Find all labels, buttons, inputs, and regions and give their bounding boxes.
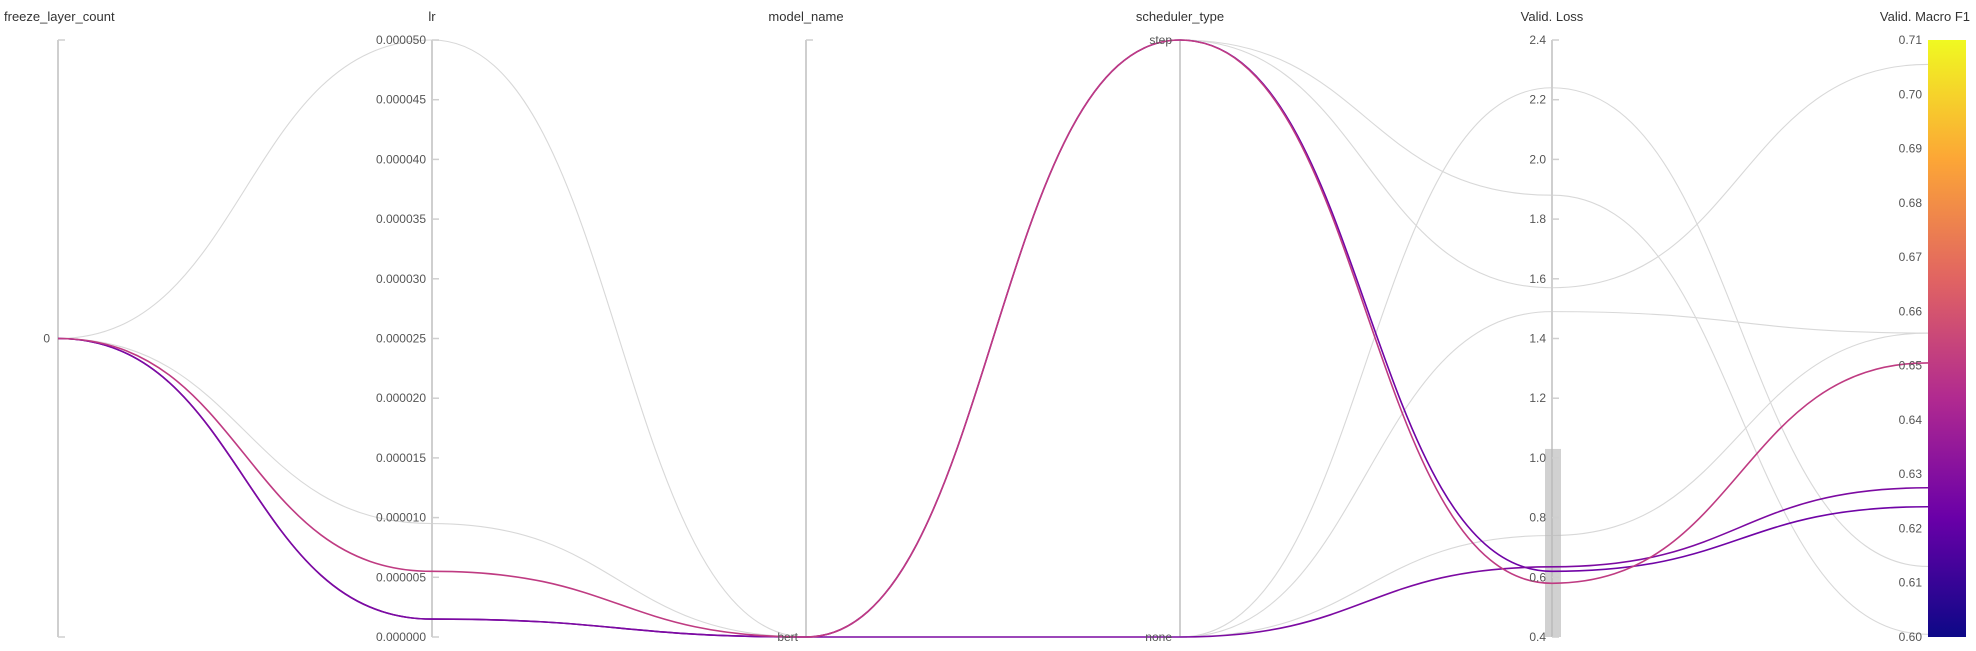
tick-label-valid-loss: 2.0 <box>1529 152 1546 166</box>
axis-title-scheduler-type: scheduler_type <box>1136 9 1224 24</box>
tick-label-valid-loss: 2.2 <box>1529 93 1546 107</box>
tick-label-lr: 0.000050 <box>376 33 426 47</box>
category-label-model-name: bert <box>777 630 798 644</box>
tick-label-valid-macro-f1: 0.66 <box>1899 304 1923 318</box>
axes-group <box>57 39 1966 638</box>
tick-label-valid-macro-f1: 0.68 <box>1899 196 1923 210</box>
tick-label-valid-loss: 2.4 <box>1529 33 1546 47</box>
category-label-scheduler-type: none <box>1145 630 1172 644</box>
run-line-faded[interactable] <box>57 311 1929 638</box>
tick-label-lr: 0.000040 <box>376 152 426 166</box>
run-line-highlighted[interactable] <box>57 337 1929 638</box>
tick-label-lr: 0.000025 <box>376 332 426 346</box>
tick-label-lr: 0.000015 <box>376 451 426 465</box>
tick-label-valid-macro-f1: 0.61 <box>1899 576 1923 590</box>
tick-label-lr: 0.000035 <box>376 212 426 226</box>
tick-label-lr: 0.000005 <box>376 570 426 584</box>
tick-label-valid-macro-f1: 0.69 <box>1899 142 1923 156</box>
tick-label-valid-loss: 0.6 <box>1529 570 1546 584</box>
axis-title-lr: lr <box>428 9 436 24</box>
tick-label-valid-loss: 1.4 <box>1529 332 1546 346</box>
tick-label-valid-macro-f1: 0.70 <box>1899 87 1923 101</box>
tick-label-valid-macro-f1: 0.67 <box>1899 250 1923 264</box>
tick-label-lr: 0.000045 <box>376 93 426 107</box>
valid-loss-brush-filter[interactable] <box>1545 448 1561 637</box>
category-label-scheduler-type: step <box>1149 33 1172 47</box>
run-line-faded[interactable] <box>57 332 1929 638</box>
axis-title-valid-loss: Valid. Loss <box>1521 9 1584 24</box>
tick-label-valid-macro-f1: 0.62 <box>1899 521 1923 535</box>
tick-label-valid-macro-f1: 0.64 <box>1899 413 1923 427</box>
tick-label-valid-loss: 1.2 <box>1529 391 1546 405</box>
highlighted-run-lines <box>57 39 1929 638</box>
tick-label-valid-loss: 1.6 <box>1529 272 1546 286</box>
tick-label-lr: 0.000000 <box>376 630 426 644</box>
tick-label-valid-macro-f1: 0.65 <box>1899 359 1923 373</box>
axis-title-valid-macro-f1: Valid. Macro F1 <box>1880 9 1970 24</box>
axis-labels-group: 0 freeze_layer_count 0.000000 0.000005 0.000… <box>4 9 1970 644</box>
axis-title-freeze-layer-count: freeze_layer_count <box>4 9 115 24</box>
tick-label-lr: 0.000020 <box>376 391 426 405</box>
macro-f1-colorbar <box>1928 40 1966 637</box>
tick-label-valid-macro-f1: 0.60 <box>1899 630 1923 644</box>
run-line-highlighted[interactable] <box>57 39 1929 638</box>
tick-label-valid-loss: 0.4 <box>1529 630 1546 644</box>
tick-label-valid-macro-f1: 0.63 <box>1899 467 1923 481</box>
category-label-freeze-layer-count: 0 <box>43 332 50 346</box>
tick-label-valid-loss: 1.8 <box>1529 212 1546 226</box>
tick-label-valid-loss: 1.0 <box>1529 451 1546 465</box>
tick-label-valid-macro-f1: 0.71 <box>1899 33 1923 47</box>
tick-label-lr: 0.000030 <box>376 272 426 286</box>
run-line-faded[interactable] <box>57 87 1929 638</box>
tick-label-valid-loss: 0.8 <box>1529 511 1546 525</box>
tick-label-lr: 0.000010 <box>376 511 426 525</box>
axis-title-model-name: model_name <box>768 9 843 24</box>
